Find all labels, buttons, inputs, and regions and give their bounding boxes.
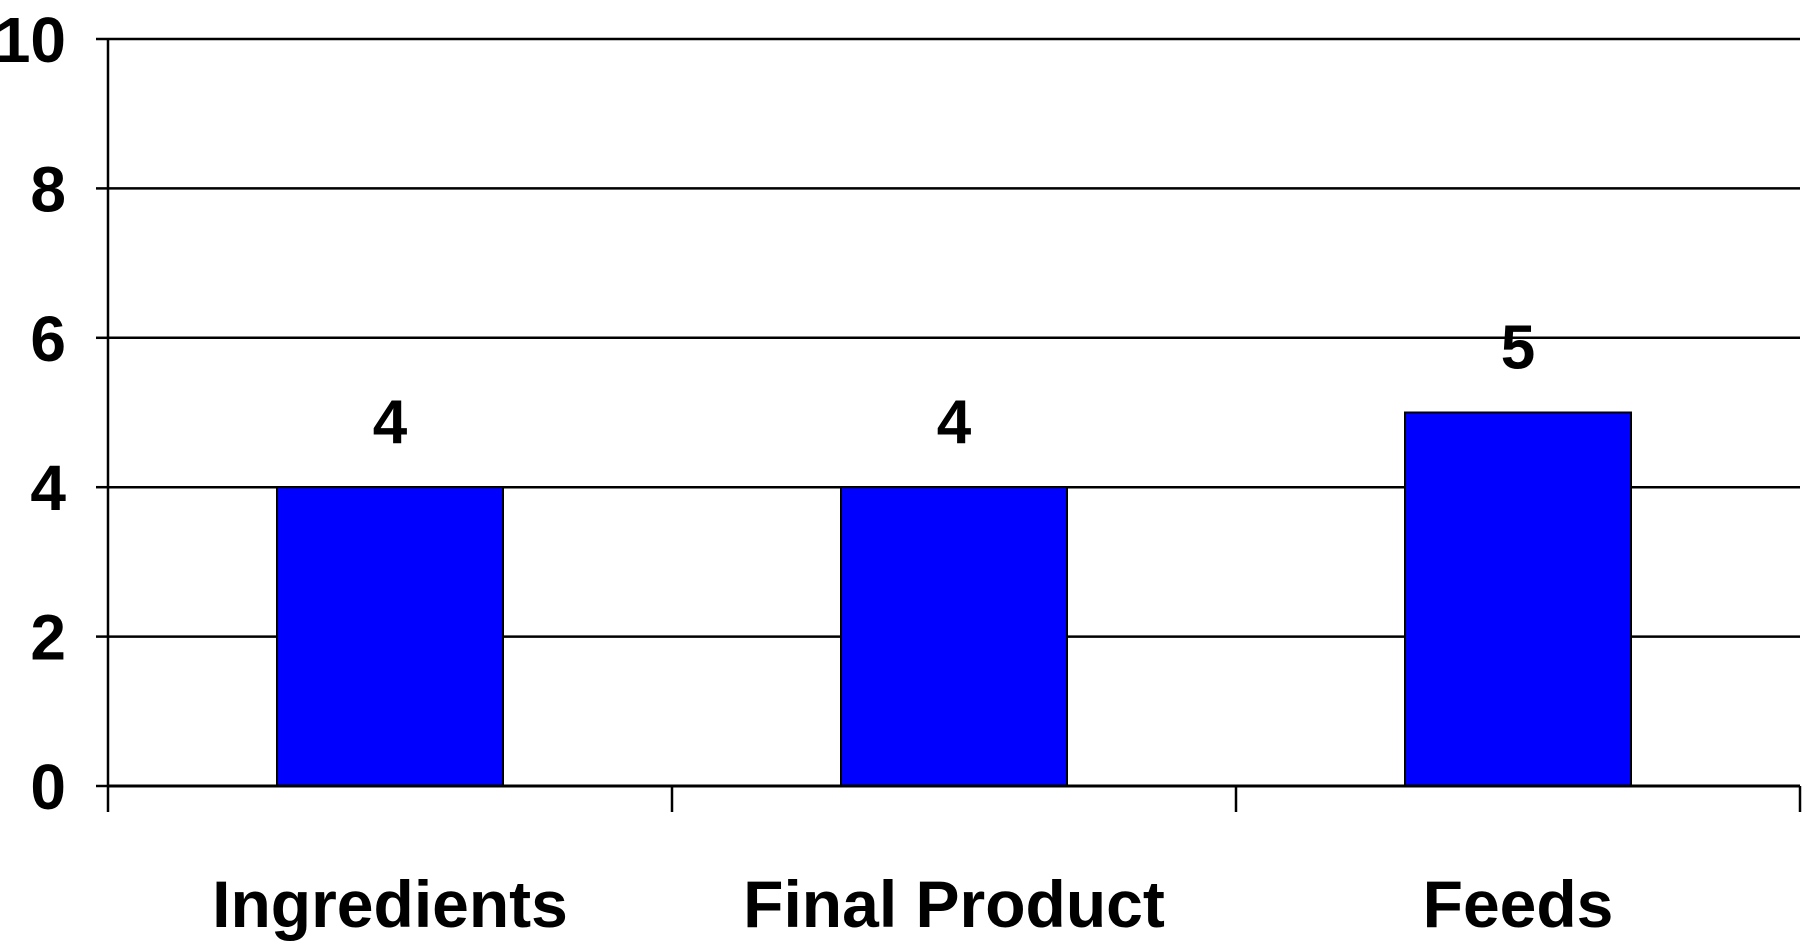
y-tick-label-2: 2 — [30, 602, 66, 674]
y-tick-label-4: 4 — [30, 452, 66, 524]
y-tick-label-6: 6 — [30, 303, 66, 375]
y-tick-label-8: 8 — [30, 153, 66, 225]
data-label-feeds: 5 — [1501, 314, 1535, 383]
data-label-ingredients: 4 — [373, 388, 408, 457]
bar-feeds — [1404, 411, 1632, 787]
y-tick-label-0: 0 — [30, 751, 66, 823]
data-label-final-product: 4 — [937, 388, 972, 457]
bars — [276, 411, 1632, 787]
x-tick-label-feeds: Feeds — [1423, 867, 1614, 941]
bar-ingredients — [276, 486, 504, 787]
labels: 4 Ingredients 4 Final Product 5 Feeds 0 2 4 6 8 10 — [0, 4, 1613, 941]
bar-final-product — [840, 486, 1068, 787]
x-tick-label-final-product: Final Product — [743, 867, 1165, 941]
y-tick-label-10: 10 — [0, 4, 66, 76]
axes — [96, 37, 1802, 812]
x-tick-label-ingredients: Ingredients — [212, 867, 568, 941]
